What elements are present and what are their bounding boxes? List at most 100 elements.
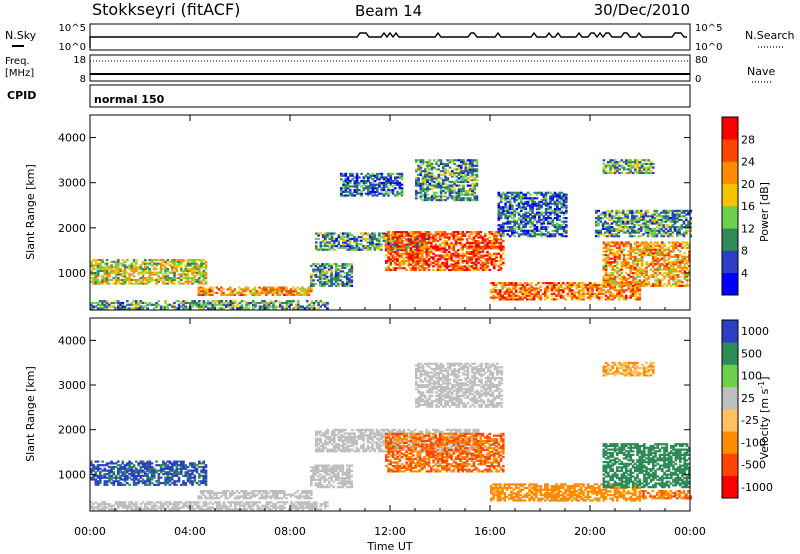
data-cell-0-4	[328, 248, 332, 251]
data-cell-0-8	[589, 294, 592, 297]
data-cell-0-2	[238, 290, 241, 293]
data-cell-0-8	[600, 292, 603, 295]
data-cell-0-8	[546, 287, 549, 290]
data-cell-0-8	[508, 298, 511, 301]
data-cell-0-8	[638, 298, 642, 301]
data-cell-0-6	[394, 180, 397, 183]
data-cell-0-5	[477, 231, 480, 234]
data-cell-0-3	[330, 281, 333, 284]
data-cell-0-0	[130, 264, 134, 267]
data-cell-0-10	[602, 246, 606, 249]
data-cell-0-8	[532, 294, 536, 297]
data-cell-0-6	[367, 194, 370, 197]
data-cell-0-3	[337, 277, 340, 280]
data-cell-0-5	[454, 250, 458, 254]
data-cell-0-5	[481, 268, 485, 272]
data-cell-0-4	[355, 245, 359, 248]
data-cell-0-10	[661, 284, 664, 287]
data-cell-0-0	[173, 282, 176, 285]
data-cell-0-10	[674, 282, 678, 286]
data-cell-0-10	[658, 254, 662, 257]
data-cell-0-4	[321, 239, 325, 242]
data-cell-0-5	[425, 241, 429, 244]
data-cell-0-5	[486, 241, 489, 244]
data-cell-0-10	[679, 254, 682, 257]
data-cell-0-5	[405, 243, 408, 246]
data-cell-0-5	[430, 261, 433, 264]
data-cell-0-0	[130, 278, 134, 282]
data-cell-0-6	[380, 181, 384, 184]
data-cell-0-7	[457, 164, 461, 167]
data-cell-0-1	[274, 300, 278, 303]
data-cell-0-5	[461, 249, 465, 252]
data-cell-0-7	[457, 193, 461, 196]
data-cell-0-10	[613, 252, 617, 255]
data-cell-0-5	[421, 258, 424, 261]
data-cell-0-10	[652, 259, 655, 262]
data-cell-0-11	[678, 227, 681, 230]
data-cell-0-9	[522, 204, 525, 207]
data-cell-0-9	[513, 222, 516, 225]
data-cell-0-5	[403, 245, 406, 248]
data-cell-0-2	[262, 286, 266, 289]
data-cell-0-1	[272, 305, 275, 308]
data-cell-0-8	[517, 296, 520, 299]
data-cell-0-8	[494, 285, 498, 288]
data-cell-0-9	[556, 206, 559, 209]
data-cell-0-9	[560, 224, 564, 227]
data-cell-0-4	[319, 241, 323, 244]
data-cell-0-7	[460, 197, 463, 200]
data-cell-0-1	[117, 300, 120, 303]
data-cell-0-9	[502, 229, 505, 232]
data-cell-0-8	[625, 294, 628, 297]
data-cell-0-9	[531, 231, 534, 234]
data-cell-0-10	[658, 257, 662, 260]
data-cell-0-7	[469, 162, 472, 165]
data-cell-0-5	[463, 254, 467, 257]
data-cell-0-10	[638, 250, 642, 253]
data-cell-0-8	[591, 283, 594, 286]
data-cell-0-4	[380, 248, 383, 251]
data-cell-0-9	[535, 193, 539, 196]
data-cell-0-1	[200, 305, 203, 308]
data-cell-0-0	[202, 262, 206, 265]
data-cell-0-10	[613, 270, 617, 273]
data-cell-0-9	[513, 197, 516, 200]
data-cell-0-5	[499, 256, 503, 259]
data-cell-0-2	[253, 291, 257, 295]
data-cell-0-11	[606, 217, 609, 220]
data-cell-0-6	[346, 190, 350, 193]
data-cell-0-9	[522, 195, 525, 198]
data-cell-0-1	[234, 305, 237, 308]
data-cell-0-7	[469, 197, 472, 200]
data-cell-0-8	[629, 294, 633, 297]
data-cell-0-5	[427, 268, 431, 272]
data-cell-0-8	[503, 285, 507, 288]
data-cell-0-9	[515, 199, 519, 202]
data-cell-0-6	[389, 180, 393, 183]
data-cell-0-10	[679, 275, 682, 278]
data-cell-0-5	[488, 268, 492, 272]
data-cell-0-11	[646, 211, 650, 214]
data-cell-0-8	[521, 285, 525, 288]
data-cell-0-11	[604, 235, 607, 238]
data-cell-0-3	[337, 279, 340, 282]
data-cell-0-5	[387, 267, 390, 270]
data-cell-0-10	[661, 246, 664, 249]
data-cell-0-8	[523, 291, 527, 294]
data-cell-0-3	[312, 284, 315, 287]
data-cell-0-1	[324, 303, 327, 306]
data-cell-0-7	[448, 188, 452, 191]
data-cell-0-8	[595, 283, 599, 286]
data-cell-0-5	[400, 243, 404, 246]
data-cell-0-2	[240, 288, 243, 291]
data-cell-0-4	[378, 241, 381, 244]
data-cell-0-3	[312, 282, 315, 286]
data-cell-0-1	[258, 301, 262, 305]
data-cell-0-9	[511, 229, 514, 232]
data-cell-0-8	[510, 294, 513, 297]
data-cell-0-10	[685, 284, 689, 287]
data-cell-0-2	[280, 291, 284, 295]
data-cell-0-0	[119, 278, 122, 282]
data-cell-0-0	[132, 278, 136, 282]
